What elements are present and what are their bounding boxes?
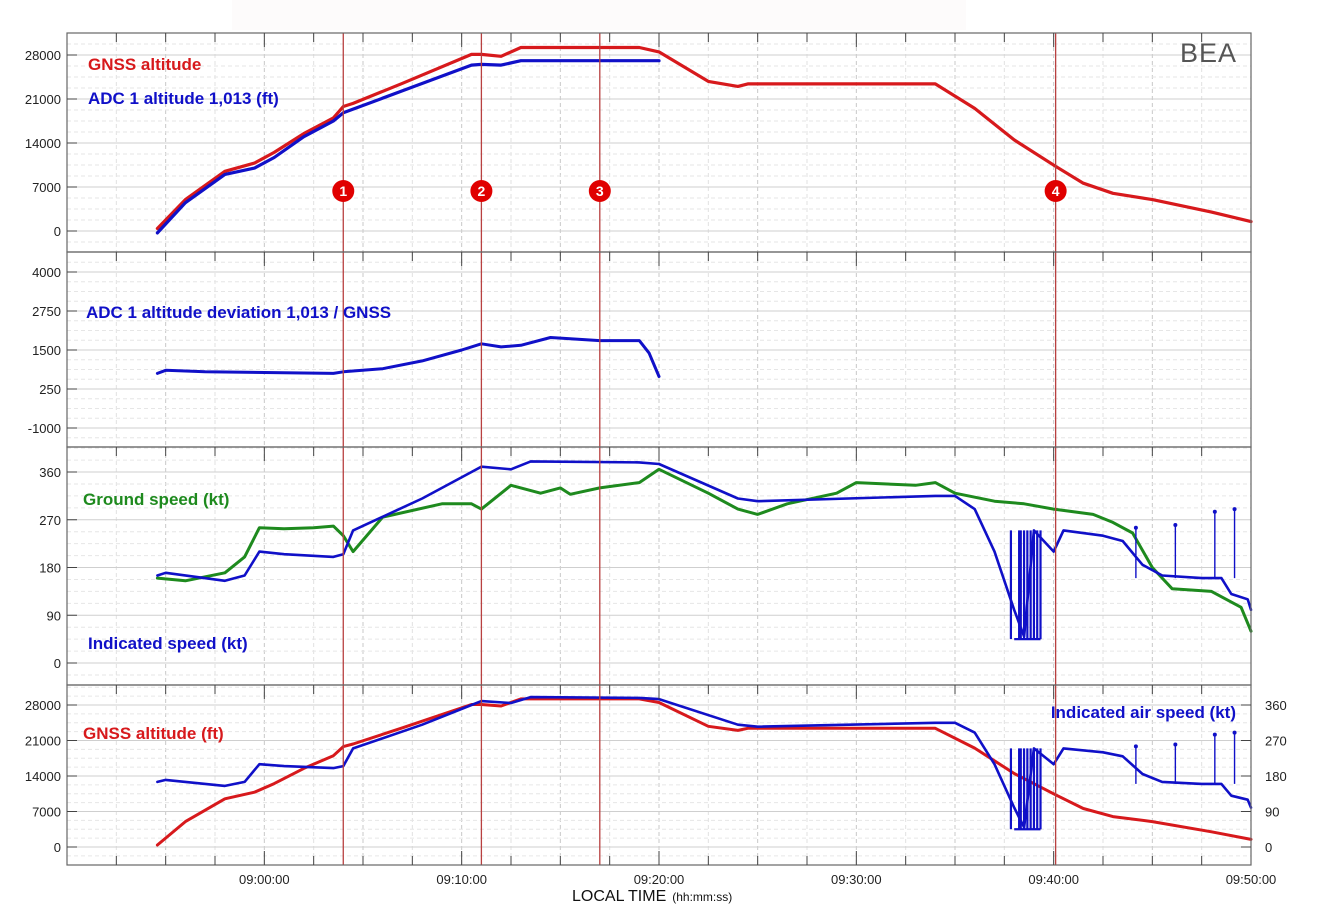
y-tick-label: 0 xyxy=(54,840,61,855)
y-tick-label: 1500 xyxy=(32,343,61,358)
x-tick-label: 09:10:00 xyxy=(436,872,487,887)
y-tick-label: 28000 xyxy=(25,48,61,63)
ias-spike-point xyxy=(1173,742,1178,747)
y-right-tick-label: 90 xyxy=(1265,805,1279,820)
y-tick-label: -1000 xyxy=(28,421,61,436)
y-tick-label: 14000 xyxy=(25,769,61,784)
y-tick-label: 14000 xyxy=(25,136,61,151)
gnss-altitude-line xyxy=(155,45,1253,231)
bea-logo: BEA xyxy=(1180,38,1237,68)
x-axis-unit: (hh:mm:ss) xyxy=(672,890,732,904)
event-marker-number: 4 xyxy=(1052,183,1060,199)
adc-1-altitude-deviation-1-013-gnss-line xyxy=(155,336,661,378)
x-tick-label: 09:40:00 xyxy=(1028,872,1079,887)
event-marker-badge xyxy=(470,180,493,202)
y-tick-label: 7000 xyxy=(32,180,61,195)
indicated-air-speed-kt-line xyxy=(156,695,1253,829)
y-tick-label: 7000 xyxy=(32,805,61,820)
x-axis-title: LOCAL TIME (hh:mm:ss) xyxy=(572,888,732,905)
y-tick-label: 180 xyxy=(39,561,61,576)
event-marker-number: 1 xyxy=(339,183,347,199)
y-tick-label: 90 xyxy=(47,608,61,623)
x-tick-label: 09:30:00 xyxy=(831,872,882,887)
legend-gnss-altitude: GNSS altitude xyxy=(88,55,201,74)
event-marker-badge xyxy=(1044,180,1067,202)
indicated-speed-kt-line xyxy=(156,460,1253,638)
y-tick-label: 270 xyxy=(39,513,61,528)
legend-gnss-altitude-ft: GNSS altitude (ft) xyxy=(83,724,224,743)
axis-labels: 28000210001400070000400027501500250-1000… xyxy=(25,48,1287,887)
y-right-tick-label: 180 xyxy=(1265,769,1287,784)
event-marker-number: 3 xyxy=(596,183,604,199)
y-tick-label: 360 xyxy=(39,465,61,480)
legend-indicated-air-speed: Indicated air speed (kt) xyxy=(1051,703,1236,722)
y-tick-label: 21000 xyxy=(25,92,61,107)
x-tick-label: 09:20:00 xyxy=(634,872,685,887)
event-marker-badge xyxy=(588,180,611,202)
y-right-tick-label: 270 xyxy=(1265,734,1287,749)
y-tick-label: 250 xyxy=(39,382,61,397)
y-tick-label: 0 xyxy=(54,656,61,671)
ias-spike-point xyxy=(1232,730,1237,735)
ground-speed-kt-line xyxy=(155,467,1253,633)
ias-spike-point xyxy=(1173,523,1178,528)
ias-spike-point xyxy=(1212,509,1217,514)
header-band xyxy=(232,0,966,30)
event-marker-badge xyxy=(332,180,355,202)
ias-spike-point xyxy=(1133,525,1138,530)
panel-frames xyxy=(66,32,1252,866)
ias-spike-point xyxy=(1212,732,1217,737)
adc-1-altitude-1-013-ft-line xyxy=(155,59,661,235)
y-tick-label: 21000 xyxy=(25,734,61,749)
legend-ground-speed: Ground speed (kt) xyxy=(83,490,229,509)
ias-spike-point xyxy=(1133,744,1138,749)
legend-indicated-speed: Indicated speed (kt) xyxy=(88,634,248,653)
ias-spike-point xyxy=(1232,507,1237,512)
x-tick-label: 09:00:00 xyxy=(239,872,290,887)
legend-adc-altitude: ADC 1 altitude 1,013 (ft) xyxy=(88,89,279,108)
y-tick-label: 28000 xyxy=(25,698,61,713)
y-right-tick-label: 0 xyxy=(1265,840,1272,855)
legend-altitude-deviation: ADC 1 altitude deviation 1,013 / GNSS xyxy=(86,303,391,322)
y-tick-label: 2750 xyxy=(32,304,61,319)
event-marker-number: 2 xyxy=(478,183,486,199)
y-tick-label: 4000 xyxy=(32,265,61,280)
y-right-tick-label: 360 xyxy=(1265,698,1287,713)
series xyxy=(155,45,1253,847)
event-markers: 1 2 3 4 xyxy=(332,33,1067,865)
x-axis-title-text: LOCAL TIME xyxy=(572,888,666,905)
x-tick-label: 09:50:00 xyxy=(1226,872,1277,887)
y-tick-label: 0 xyxy=(54,224,61,239)
